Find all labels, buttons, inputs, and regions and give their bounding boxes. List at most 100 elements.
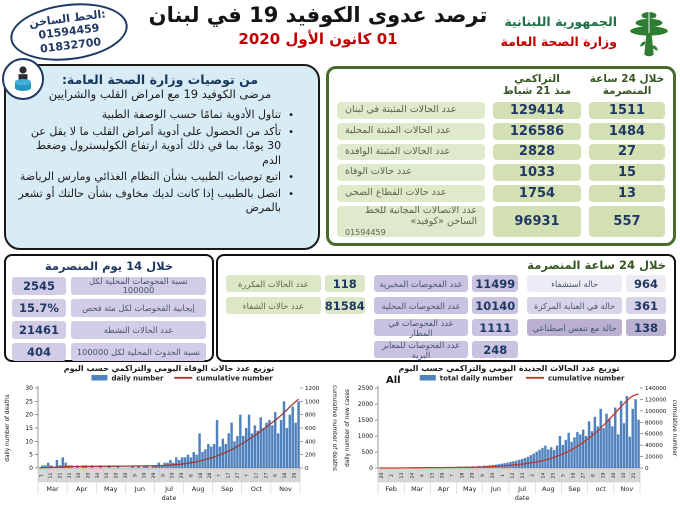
svg-text:Aug: Aug: [542, 485, 555, 493]
stat-row: حالة استشفاء 964: [527, 275, 666, 292]
svg-text:Nov: Nov: [621, 485, 634, 493]
stat-label: حالة مع تنفس اصطناعي: [527, 319, 622, 336]
stat-value: 118: [324, 275, 365, 292]
svg-text:100000: 100000: [645, 409, 667, 415]
last24h-value: 13: [589, 185, 665, 202]
svg-text:15: 15: [429, 473, 435, 479]
svg-text:23: 23: [520, 473, 526, 479]
svg-text:600: 600: [305, 426, 316, 432]
svg-text:date: date: [162, 494, 177, 502]
table-row-label: عدد الحالات المثبتة في لبنان: [337, 102, 485, 119]
svg-text:19: 19: [601, 473, 607, 479]
list-item: • تأكد من الحصول على أدوية أمراض القلب ما…: [16, 125, 304, 169]
stat-row: 2545 نسبة الفحوصات المحلية لكل 100000: [12, 277, 206, 295]
svg-text:19: 19: [170, 473, 176, 479]
stat-value: 248: [472, 341, 519, 358]
svg-text:1200: 1200: [305, 386, 320, 392]
svg-text:17: 17: [226, 473, 232, 479]
svg-text:31: 31: [67, 473, 73, 479]
svg-text:cumulative number: cumulative number: [548, 375, 625, 383]
stat-value: 11499: [472, 275, 519, 292]
svg-text:30: 30: [611, 473, 617, 479]
recommendation-text: اتبع توصيات الطبيب بشأن النظام الغذائي و…: [19, 170, 282, 184]
svg-text:17: 17: [254, 473, 260, 479]
page-header: ترصد عدوى الكوفيد 19 في لبنان 01 كانون ا…: [148, 2, 488, 48]
svg-text:Feb: Feb: [385, 485, 397, 493]
svg-text:21: 21: [57, 473, 63, 479]
svg-text:3: 3: [530, 474, 536, 477]
last24h-value: 1484: [589, 122, 665, 140]
svg-text:Jun: Jun: [490, 485, 501, 493]
svg-text:30: 30: [25, 385, 33, 392]
table-row-label: عدد حالات الوفاة: [337, 164, 485, 182]
last24h-value: 15: [589, 164, 665, 182]
stat-value: 404: [12, 343, 66, 361]
recommendation-text: تناول الأدوية تمامًا حسب الوصفة الطبية: [101, 108, 282, 121]
cumulative-value: 2828: [493, 143, 581, 161]
stat-value: 15.7%: [12, 299, 66, 317]
report-date: 01 كانون الأول 2020: [238, 30, 398, 49]
svg-text:18: 18: [198, 473, 204, 479]
stat-row: عدد حالات الشفاء 81584: [226, 297, 365, 314]
bullet-icon: •: [288, 126, 294, 138]
svg-text:1000: 1000: [358, 433, 373, 440]
stat-label: نسبة الحدوث المحلية لكل 100000: [71, 343, 206, 361]
svg-text:9: 9: [480, 474, 486, 477]
svg-text:120000: 120000: [645, 397, 667, 403]
last24h-value: 1511: [589, 102, 665, 119]
svg-text:10: 10: [76, 473, 82, 479]
stat-label: نسبة الفحوصات المحلية لكل 100000: [71, 277, 206, 295]
charts-row: توزيع عدد حالات الوفاة اليومي والتراكمي …: [0, 362, 680, 510]
svg-text:All: All: [386, 375, 401, 386]
svg-text:1: 1: [500, 474, 506, 477]
svg-text:12: 12: [510, 473, 516, 479]
column-header-cumulative: التراكمي منذ 21 شباط: [502, 72, 572, 97]
svg-text:200: 200: [305, 453, 316, 459]
recommendations-panel: من توصيات وزارة الصحة العامة: مرضى الكوف…: [2, 58, 320, 250]
svg-text:7: 7: [450, 474, 456, 477]
svg-text:20: 20: [490, 473, 496, 479]
recommendations-subtitle: مرضى الكوفيد 19 مع امراض القلب والشرايين: [48, 87, 272, 101]
svg-text:80000: 80000: [645, 420, 663, 426]
stat-row: 404 نسبة الحدوث المحلية لكل 100000: [12, 343, 206, 361]
stat-label: عدد الفحوصات للمعابر البرية: [373, 340, 469, 360]
last14days-panel: خلال 14 يوم المنصرمة 2545 نسبة الفحوصات …: [4, 254, 214, 362]
svg-text:18: 18: [460, 473, 466, 479]
stat-value: 361: [626, 297, 666, 314]
new-cases-chart: توزيع عدد الحالات الجديدة اليومي والتراك…: [340, 362, 680, 510]
svg-text:16: 16: [282, 473, 288, 479]
svg-text:28: 28: [207, 473, 213, 479]
svg-text:cumulative number: cumulative number: [196, 375, 273, 383]
svg-text:Nov: Nov: [279, 485, 292, 493]
stats-table-panel: التراكمي منذ 21 شباط خلال 24 ساعة المنصر…: [326, 66, 676, 246]
svg-text:توزيع عدد حالات الوفاة اليومي: توزيع عدد حالات الوفاة اليومي والتراكمي …: [64, 364, 274, 373]
svg-text:2000: 2000: [358, 401, 373, 408]
tests-column: عدد الفحوصات المخبرية 11499 عدد الفحوصات…: [373, 275, 519, 360]
stat-row: حالة في العناية المركزة 361: [527, 297, 666, 314]
stat-label: عدد الفحوصات في المطار: [373, 318, 469, 338]
svg-text:May: May: [104, 485, 118, 493]
svg-text:2500: 2500: [358, 385, 373, 392]
svg-text:29: 29: [151, 473, 157, 479]
svg-text:date: date: [515, 494, 530, 502]
svg-text:0: 0: [645, 466, 649, 472]
svg-text:1500: 1500: [358, 417, 373, 424]
stat-label: حالة في العناية المركزة: [527, 297, 622, 314]
cumulative-value: 1033: [493, 164, 581, 182]
svg-text:29: 29: [179, 473, 185, 479]
svg-text:cumulative number of deaths: cumulative number of deaths: [331, 385, 337, 471]
stat-row: عدد الفحوصات للمعابر البرية 248: [373, 340, 519, 360]
svg-text:8: 8: [188, 474, 194, 477]
cedar-logo-icon: [622, 6, 676, 64]
svg-text:Sep: Sep: [221, 485, 233, 493]
stat-value: 964: [626, 275, 666, 292]
cumulative-value: 1754: [493, 185, 581, 202]
svg-text:9: 9: [160, 474, 166, 477]
svg-text:20: 20: [25, 412, 33, 419]
svg-text:24: 24: [409, 473, 415, 479]
svg-text:daily number of new cases: daily number of new cases: [345, 389, 351, 467]
svg-text:16: 16: [571, 473, 577, 479]
stat-label: عدد الحالات المكررة: [226, 275, 321, 292]
stat-label: عدد الفحوصات المخبرية: [373, 275, 469, 292]
stat-row: عدد الحالات المكررة 118: [226, 275, 365, 292]
